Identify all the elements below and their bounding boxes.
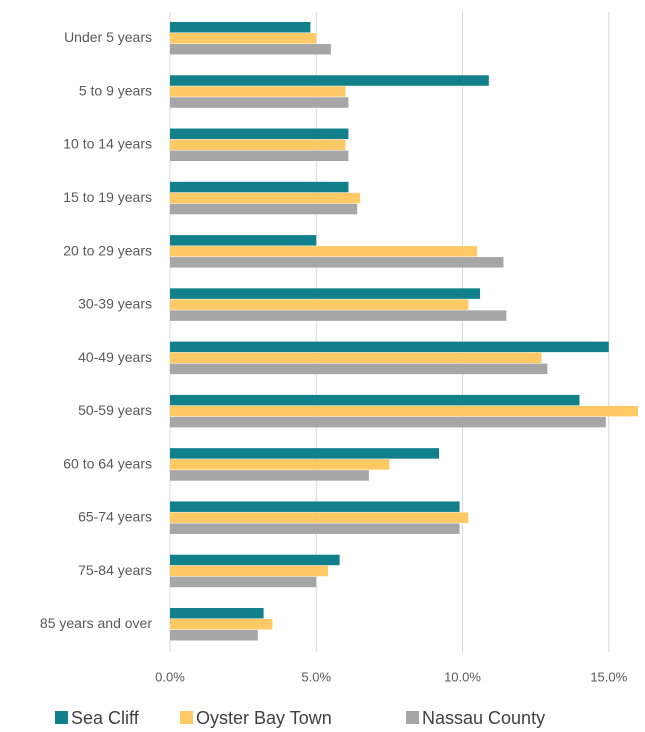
bar bbox=[170, 405, 638, 417]
bar bbox=[170, 181, 349, 193]
bar bbox=[170, 448, 440, 459]
bar bbox=[170, 459, 390, 470]
legend-label: Sea Cliff bbox=[71, 708, 140, 728]
category-label: 75-84 years bbox=[78, 562, 152, 578]
bar bbox=[170, 512, 469, 523]
bar bbox=[170, 139, 346, 151]
bar bbox=[170, 75, 489, 86]
category-label: Under 5 years bbox=[64, 29, 152, 45]
bar bbox=[170, 246, 478, 257]
legend-swatch bbox=[55, 711, 68, 724]
bar bbox=[170, 501, 460, 512]
category-label: 60 to 64 years bbox=[63, 455, 152, 471]
bar bbox=[170, 576, 317, 588]
category-label: 20 to 29 years bbox=[63, 242, 152, 258]
legend-swatch bbox=[180, 711, 193, 724]
x-tick-label: 15.0% bbox=[590, 669, 627, 684]
category-label: 40-49 years bbox=[78, 349, 152, 365]
bar bbox=[170, 394, 580, 406]
bar bbox=[170, 607, 264, 619]
bar bbox=[170, 629, 258, 641]
category-label: 50-59 years bbox=[78, 402, 152, 418]
bar bbox=[170, 257, 504, 268]
bar bbox=[170, 352, 542, 364]
bar bbox=[170, 128, 349, 140]
bar bbox=[170, 150, 349, 162]
bar bbox=[170, 203, 358, 215]
category-label: 15 to 19 years bbox=[63, 189, 152, 205]
category-label: 65-74 years bbox=[78, 509, 152, 525]
bar bbox=[170, 341, 609, 353]
bar bbox=[170, 310, 507, 321]
category-label: 85 years and over bbox=[40, 615, 152, 631]
bar bbox=[170, 86, 346, 97]
x-tick-label: 10.0% bbox=[444, 669, 481, 684]
bar bbox=[170, 288, 481, 299]
bar bbox=[170, 22, 311, 33]
category-label: 30-39 years bbox=[78, 296, 152, 312]
bar bbox=[170, 618, 273, 630]
bar bbox=[170, 470, 369, 481]
category-label: 10 to 14 years bbox=[63, 136, 152, 152]
bar bbox=[170, 33, 317, 44]
legend-label: Nassau County bbox=[422, 708, 545, 728]
bar bbox=[170, 565, 328, 577]
bar bbox=[170, 554, 340, 566]
x-tick-label: 0.0% bbox=[155, 669, 185, 684]
legend-swatch bbox=[406, 711, 419, 724]
bar bbox=[170, 97, 349, 108]
legend-label: Oyster Bay Town bbox=[196, 708, 332, 728]
bar bbox=[170, 523, 460, 534]
bar bbox=[170, 235, 317, 246]
bar bbox=[170, 416, 606, 428]
x-tick-label: 5.0% bbox=[301, 669, 331, 684]
bar bbox=[170, 299, 469, 310]
category-label: 5 to 9 years bbox=[79, 82, 152, 98]
bar bbox=[170, 44, 331, 55]
bar bbox=[170, 363, 548, 375]
bar bbox=[170, 192, 361, 204]
